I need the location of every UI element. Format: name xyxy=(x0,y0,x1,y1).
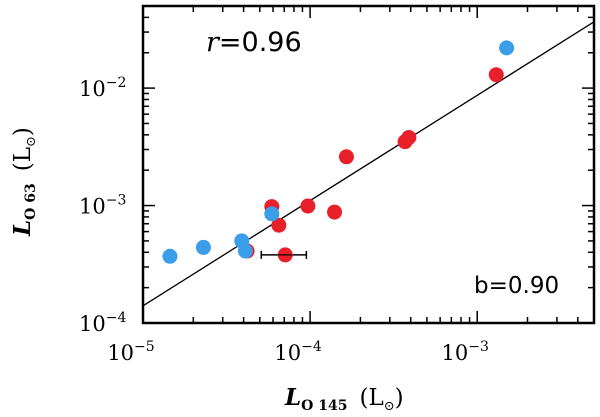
data-point-blue xyxy=(195,239,211,255)
data-point-red xyxy=(401,129,417,145)
x-tick-label: 10−5 xyxy=(107,339,154,365)
fit-line xyxy=(142,21,595,307)
y-tick-label: 10−3 xyxy=(79,193,126,219)
y-axis-title: LO 63(L⊙) xyxy=(9,127,39,237)
data-point-blue xyxy=(162,248,178,264)
x-tick-label: 10−4 xyxy=(274,339,321,365)
slope-annotation: b=0.90 xyxy=(474,273,559,299)
data-point-blue xyxy=(499,40,515,56)
data-point-blue xyxy=(264,206,280,222)
x-axis-title: LO 145 (L⊙) xyxy=(284,384,404,414)
data-point-red xyxy=(300,198,316,214)
plot-frame xyxy=(141,4,596,325)
data-point-blue xyxy=(237,243,253,259)
data-point-red xyxy=(488,67,504,83)
y-tick-label: 10−4 xyxy=(79,310,126,336)
correlation-annotation: r=0.96 xyxy=(206,27,302,58)
y-tick-label: 10−2 xyxy=(79,75,126,101)
data-point-red xyxy=(271,217,287,233)
data-point-red xyxy=(338,149,354,165)
x-tick-label: 10−3 xyxy=(442,339,489,365)
data-point-red xyxy=(327,204,343,220)
